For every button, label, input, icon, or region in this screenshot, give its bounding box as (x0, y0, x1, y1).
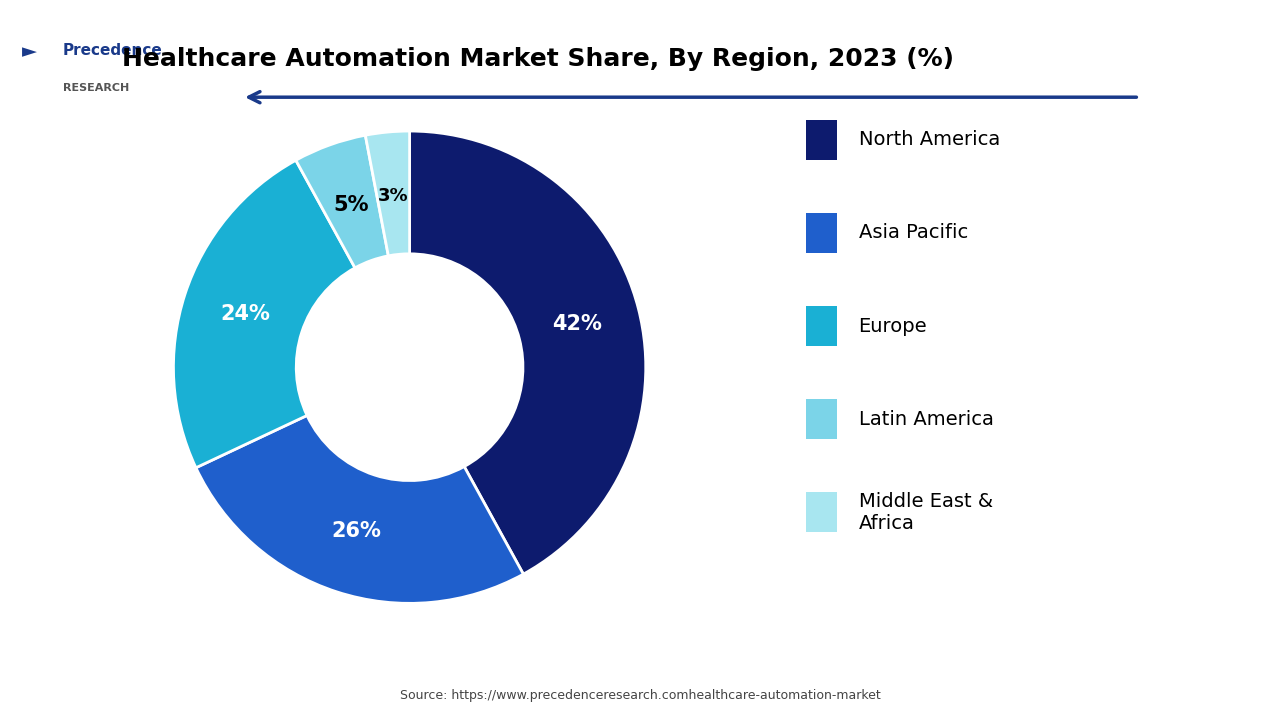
Text: ►: ► (22, 42, 37, 62)
Text: 24%: 24% (220, 304, 270, 324)
Text: Europe: Europe (859, 317, 927, 336)
Text: Asia Pacific: Asia Pacific (859, 223, 968, 243)
Wedge shape (196, 415, 524, 603)
Wedge shape (174, 161, 355, 468)
Text: RESEARCH: RESEARCH (63, 83, 129, 93)
Wedge shape (296, 135, 388, 268)
Bar (806, 492, 837, 531)
Text: Healthcare Automation Market Share, By Region, 2023 (%): Healthcare Automation Market Share, By R… (122, 47, 954, 71)
Text: 5%: 5% (334, 195, 369, 215)
Bar (806, 120, 837, 160)
Wedge shape (410, 131, 645, 574)
Wedge shape (365, 131, 410, 256)
Text: 3%: 3% (378, 186, 408, 204)
Text: Middle East &
Africa: Middle East & Africa (859, 492, 993, 533)
Text: North America: North America (859, 130, 1000, 150)
Bar (806, 213, 837, 253)
Text: 26%: 26% (332, 521, 381, 541)
Bar (806, 307, 837, 346)
Text: Source: https://www.precedenceresearch.comhealthcare-automation-market: Source: https://www.precedenceresearch.c… (399, 689, 881, 702)
Bar (806, 400, 837, 438)
Text: Precedence: Precedence (63, 42, 163, 58)
Text: 42%: 42% (552, 315, 602, 334)
Text: Latin America: Latin America (859, 410, 993, 428)
